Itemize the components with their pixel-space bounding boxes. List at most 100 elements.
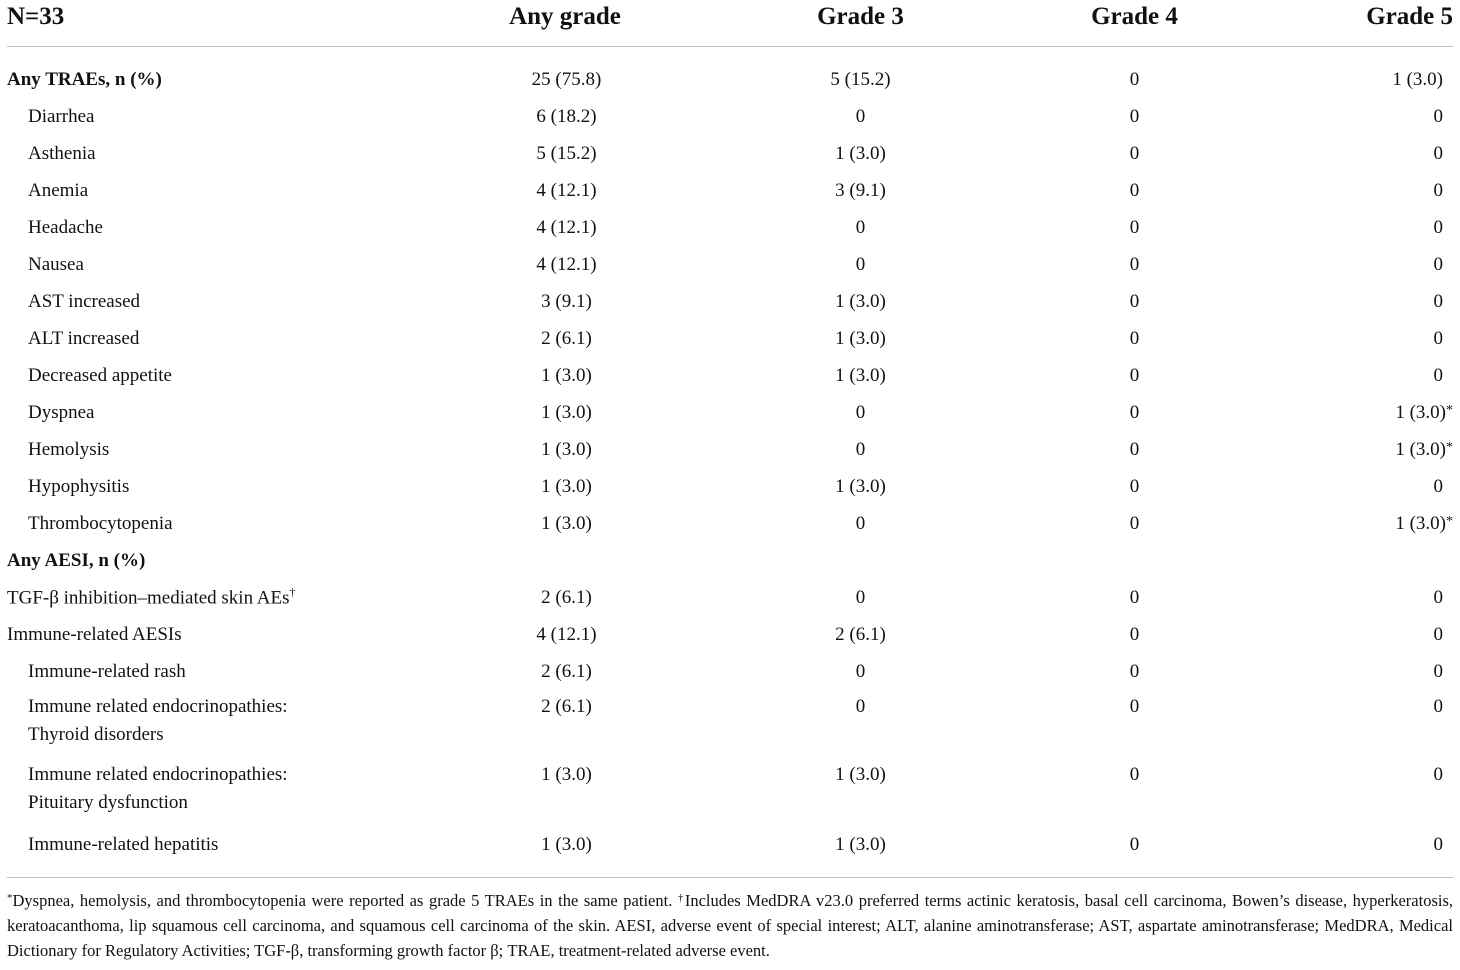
adverse-events-table-container: N=33 Any grade Grade 3 Grade 4 Grade 5 A…	[7, 0, 1453, 878]
cell-grade-5: 1 (3.0)*	[1237, 505, 1453, 542]
table-row: ALT increased 2 (6.1) 1 (3.0) 0 0	[7, 320, 1453, 357]
footnote-dagger-marker: †	[289, 585, 296, 600]
cell-any-grade: 6 (18.2)	[536, 105, 597, 127]
cell-any-grade: 2 (6.1)	[541, 327, 592, 349]
cell-any-grade: 4 (12.1)	[536, 253, 597, 275]
cell-value: 1 (3.0)	[1395, 401, 1446, 423]
header-n: N=33	[7, 0, 459, 47]
table-row: Headache 4 (12.1) 0 0 0	[7, 209, 1453, 246]
cell-grade-4: 0	[1129, 179, 1140, 201]
cell-grade-5: 0	[1433, 833, 1444, 855]
cell-grade-3: 0	[855, 216, 866, 238]
cell-grade-4: 0	[1129, 105, 1140, 127]
row-label: Immune-related hepatitis	[28, 833, 219, 855]
cell-grade-5: 0	[1433, 660, 1444, 682]
cell-any-grade: 1 (3.0)	[541, 475, 592, 497]
header-grade-3: Grade 3	[689, 0, 1032, 47]
cell-grade-5: 0	[1433, 216, 1444, 238]
table-row: Any AESI, n (%)	[7, 542, 1453, 579]
footnote-dagger-text: Includes MedDRA v23.0 preferred terms ac…	[7, 891, 1453, 960]
cell-grade-5: 0	[1433, 475, 1444, 497]
cell-grade-4: 0	[1129, 290, 1140, 312]
row-label: Immune related endocrinopathies: Thyroid …	[7, 690, 459, 758]
cell-grade-5: 0	[1433, 142, 1444, 164]
cell-grade-3: 0	[855, 660, 866, 682]
cell-grade-3: 0	[855, 586, 866, 608]
cell-grade-5: 0	[1433, 586, 1444, 608]
cell-grade-5: 0	[1433, 623, 1444, 645]
row-label: Any AESI, n (%)	[7, 549, 146, 571]
cell-grade-4: 0	[1129, 327, 1140, 349]
row-label: Diarrhea	[28, 105, 95, 127]
footnote-star-marker: *	[1446, 439, 1453, 455]
cell-grade-3: 1 (3.0)	[835, 290, 886, 312]
cell-grade-3: 1 (3.0)	[835, 142, 886, 164]
cell-grade-3: 0	[855, 696, 866, 717]
cell-grade-5: 0	[1433, 764, 1444, 785]
table-row: Decreased appetite 1 (3.0) 1 (3.0) 0 0	[7, 357, 1453, 394]
cell-grade-4: 0	[1129, 253, 1140, 275]
cell-any-grade: 1 (3.0)	[541, 364, 592, 386]
cell-grade-5: 0	[1433, 364, 1444, 386]
table-row: Hemolysis 1 (3.0) 0 0 1 (3.0)*	[7, 431, 1453, 468]
row-label: Asthenia	[28, 142, 96, 164]
row-label: ALT increased	[28, 327, 140, 349]
row-label: Immune related endocrinopathies: Pituitar…	[7, 758, 459, 826]
table-row: Diarrhea 6 (18.2) 0 0 0	[7, 98, 1453, 135]
cell-any-grade: 3 (9.1)	[541, 290, 592, 312]
cell-grade-5: 0	[1433, 105, 1444, 127]
cell-any-grade: 4 (12.1)	[536, 179, 597, 201]
cell-any-grade: 25 (75.8)	[531, 68, 602, 90]
row-label: Hemolysis	[28, 438, 110, 460]
cell-any-grade: 1 (3.0)	[541, 401, 592, 423]
cell-grade-4: 0	[1129, 401, 1140, 423]
row-label: Dyspnea	[28, 401, 95, 423]
row-label-line-1: Immune related endocrinopathies:	[28, 764, 288, 785]
table-row: Immune-related hepatitis 1 (3.0) 1 (3.0)…	[7, 826, 1453, 877]
cell-grade-4: 0	[1129, 764, 1140, 785]
cell-any-grade: 1 (3.0)	[541, 764, 592, 785]
cell-grade-3: 1 (3.0)	[835, 364, 886, 386]
cell-grade-4: 0	[1129, 696, 1140, 717]
table-row: Hypophysitis 1 (3.0) 1 (3.0) 0 0	[7, 468, 1453, 505]
cell-grade-3: 0	[855, 253, 866, 275]
table-row: Dyspnea 1 (3.0) 0 0 1 (3.0)*	[7, 394, 1453, 431]
table-row: Immune related endocrinopathies: Thyroid …	[7, 690, 1453, 758]
table-row: Anemia 4 (12.1) 3 (9.1) 0 0	[7, 172, 1453, 209]
header-grade-5: Grade 5	[1237, 0, 1453, 47]
cell-grade-5: 1 (3.0)	[1392, 68, 1443, 90]
table-footnote: *Dyspnea, hemolysis, and thrombocytopeni…	[7, 886, 1453, 963]
cell-grade-4: 0	[1129, 623, 1140, 645]
row-label-line-2: Pituitary dysfunction	[28, 792, 188, 813]
cell-grade-3: 1 (3.0)	[835, 327, 886, 349]
cell-any-grade: 5 (15.2)	[536, 142, 597, 164]
row-label: Anemia	[28, 179, 89, 201]
cell-grade-3: 1 (3.0)	[835, 833, 886, 855]
table-row: Asthenia 5 (15.2) 1 (3.0) 0 0	[7, 135, 1453, 172]
footnote-dagger-marker: †	[677, 892, 685, 904]
cell-grade-3: 2 (6.1)	[835, 623, 886, 645]
row-label: Headache	[28, 216, 103, 238]
cell-any-grade: 1 (3.0)	[541, 833, 592, 855]
cell-grade-4: 0	[1129, 833, 1140, 855]
row-label-line-2: Thyroid disorders	[28, 724, 164, 745]
cell-grade-4: 0	[1129, 475, 1140, 497]
cell-value: 1 (3.0)	[1395, 438, 1446, 460]
cell-any-grade: 2 (6.1)	[541, 586, 592, 608]
cell-grade-3: 3 (9.1)	[835, 179, 886, 201]
cell-any-grade: 2 (6.1)	[541, 660, 592, 682]
cell-grade-3: 1 (3.0)	[835, 764, 886, 785]
footnote-star-marker: *	[7, 892, 13, 904]
cell-grade-3	[689, 542, 1032, 579]
cell-grade-3: 0	[855, 438, 866, 460]
adverse-events-table: N=33 Any grade Grade 3 Grade 4 Grade 5 A…	[7, 0, 1453, 877]
header-grade-4: Grade 4	[1032, 0, 1237, 47]
cell-any-grade: 4 (12.1)	[536, 623, 597, 645]
row-label: Decreased appetite	[28, 364, 172, 386]
cell-grade-3: 5 (15.2)	[830, 68, 891, 90]
row-label: AST increased	[28, 290, 141, 312]
cell-grade-4: 0	[1129, 438, 1140, 460]
row-label: Immune-related rash	[28, 660, 186, 682]
cell-grade-3: 0	[855, 105, 866, 127]
cell-any-grade: 1 (3.0)	[541, 438, 592, 460]
